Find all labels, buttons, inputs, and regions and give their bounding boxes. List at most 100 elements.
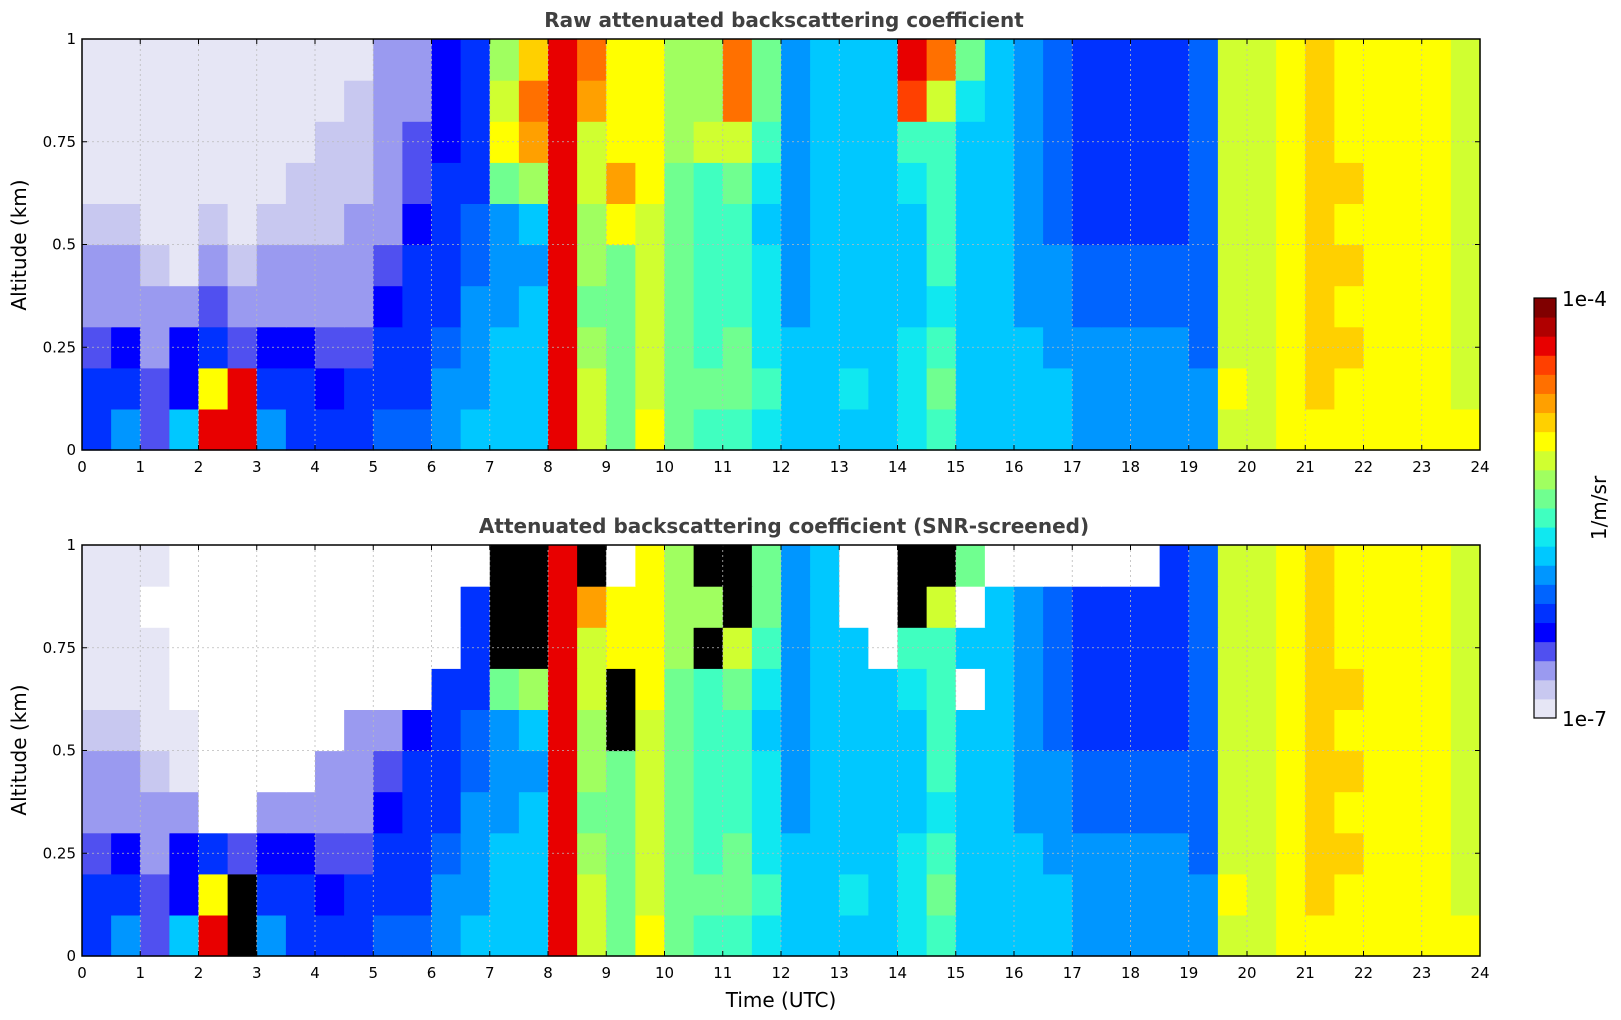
heatmap-cell xyxy=(606,873,636,916)
heatmap-cell xyxy=(548,39,578,81)
chart-title-screened: Attenuated backscattering coefficient (S… xyxy=(479,514,1089,538)
heatmap-cell xyxy=(1421,203,1452,246)
heatmap-cell xyxy=(1217,162,1248,204)
heatmap-cell xyxy=(1159,408,1190,451)
heatmap-cell xyxy=(140,545,170,587)
heatmap-cell xyxy=(693,750,724,793)
heatmap-cell xyxy=(664,326,695,369)
heatmap-cell xyxy=(868,914,899,957)
colorbar-segment xyxy=(1534,641,1556,662)
heatmap-cell xyxy=(926,873,957,916)
heatmap-cell xyxy=(1334,121,1365,163)
heatmap-cell xyxy=(256,162,287,204)
heatmap-cell xyxy=(606,791,636,834)
heatmap-cell xyxy=(897,408,928,451)
heatmap-cell xyxy=(897,367,928,410)
heatmap-cell xyxy=(198,408,229,451)
heatmap-cell xyxy=(548,244,578,287)
x-tick-label: 5 xyxy=(368,964,378,982)
x-tick-label: 3 xyxy=(252,964,262,982)
heatmap-cell xyxy=(1101,80,1132,122)
heatmap-cell xyxy=(926,285,957,328)
heatmap-cell xyxy=(635,285,666,328)
heatmap-cell xyxy=(1305,285,1335,328)
heatmap-cell xyxy=(751,586,782,628)
heatmap-cell xyxy=(635,873,666,916)
heatmap-cell xyxy=(1130,121,1161,163)
heatmap-cell xyxy=(82,244,112,287)
heatmap-cell xyxy=(489,832,520,875)
heatmap-cell xyxy=(897,873,928,916)
heatmap-cell xyxy=(839,914,869,957)
heatmap-cell xyxy=(722,203,753,246)
heatmap-cell xyxy=(1130,244,1161,287)
heatmap-cell xyxy=(606,627,636,669)
heatmap-cell xyxy=(722,873,753,916)
heatmap-cell xyxy=(1159,627,1190,669)
heatmap-cell xyxy=(1276,750,1306,793)
heatmap-cell xyxy=(1334,586,1365,628)
heatmap-cell xyxy=(606,203,636,246)
heatmap-cell xyxy=(577,203,607,246)
x-tick-label: 16 xyxy=(1004,964,1023,982)
heatmap-cell xyxy=(82,162,112,204)
heatmap-cell xyxy=(1421,709,1452,752)
heatmap-cell xyxy=(1247,367,1277,410)
heatmap-cell xyxy=(373,750,403,793)
y-tick-label: 0.25 xyxy=(43,844,76,862)
heatmap-raw xyxy=(82,39,1481,451)
heatmap-cell xyxy=(402,873,433,916)
heatmap-cell xyxy=(1247,326,1277,369)
heatmap-cell xyxy=(140,80,170,122)
heatmap-cell xyxy=(1101,367,1132,410)
heatmap-cell xyxy=(1247,832,1277,875)
heatmap-cell xyxy=(1072,914,1102,957)
heatmap-cell xyxy=(839,39,869,81)
x-tick-label: 9 xyxy=(601,458,611,476)
heatmap-cell xyxy=(1334,285,1365,328)
heatmap-cell xyxy=(315,545,345,587)
heatmap-cell xyxy=(839,586,869,628)
heatmap-cell xyxy=(693,545,724,587)
x-tick-label: 10 xyxy=(655,458,674,476)
heatmap-cell xyxy=(373,367,403,410)
heatmap-cell xyxy=(489,367,520,410)
heatmap-cell xyxy=(1130,586,1161,628)
heatmap-cell xyxy=(606,750,636,793)
heatmap-cell xyxy=(285,244,316,287)
heatmap-cell xyxy=(402,709,433,752)
heatmap-cell xyxy=(751,791,782,834)
heatmap-cell xyxy=(256,750,287,793)
heatmap-cell xyxy=(926,121,957,163)
heatmap-cell xyxy=(1247,408,1277,451)
heatmap-cell xyxy=(955,709,986,752)
heatmap-cell xyxy=(1043,668,1073,710)
heatmap-cell xyxy=(1159,586,1190,628)
heatmap-cell xyxy=(1276,545,1306,587)
x-tick-label: 24 xyxy=(1470,964,1489,982)
heatmap-cell xyxy=(577,285,607,328)
colorbar-segment xyxy=(1534,336,1556,356)
heatmap-cell xyxy=(1101,709,1132,752)
heatmap-cell xyxy=(373,162,403,204)
heatmap-cell xyxy=(373,285,403,328)
heatmap-cell xyxy=(1363,791,1394,834)
heatmap-cell xyxy=(82,545,112,587)
heatmap-cell xyxy=(1159,545,1190,587)
heatmap-cell xyxy=(1363,545,1394,587)
heatmap-cell xyxy=(1043,791,1073,834)
heatmap-cell xyxy=(402,162,433,204)
colorbar-segment xyxy=(1534,355,1556,375)
heatmap-cell xyxy=(751,709,782,752)
heatmap-cell xyxy=(1305,627,1335,669)
heatmap-cell xyxy=(1392,367,1423,410)
heatmap-cell xyxy=(1363,750,1394,793)
heatmap-cell xyxy=(402,668,433,710)
heatmap-cell xyxy=(984,586,1015,628)
heatmap-cell xyxy=(1247,586,1277,628)
heatmap-cell xyxy=(1159,39,1190,81)
heatmap-cell xyxy=(285,586,316,628)
heatmap-cell xyxy=(868,750,899,793)
heatmap-cell xyxy=(1072,791,1102,834)
heatmap-cell xyxy=(518,791,549,834)
